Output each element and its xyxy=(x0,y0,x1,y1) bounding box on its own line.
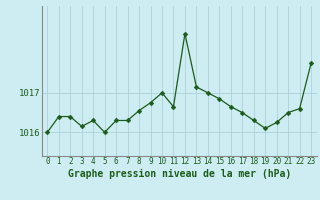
X-axis label: Graphe pression niveau de la mer (hPa): Graphe pression niveau de la mer (hPa) xyxy=(68,169,291,179)
